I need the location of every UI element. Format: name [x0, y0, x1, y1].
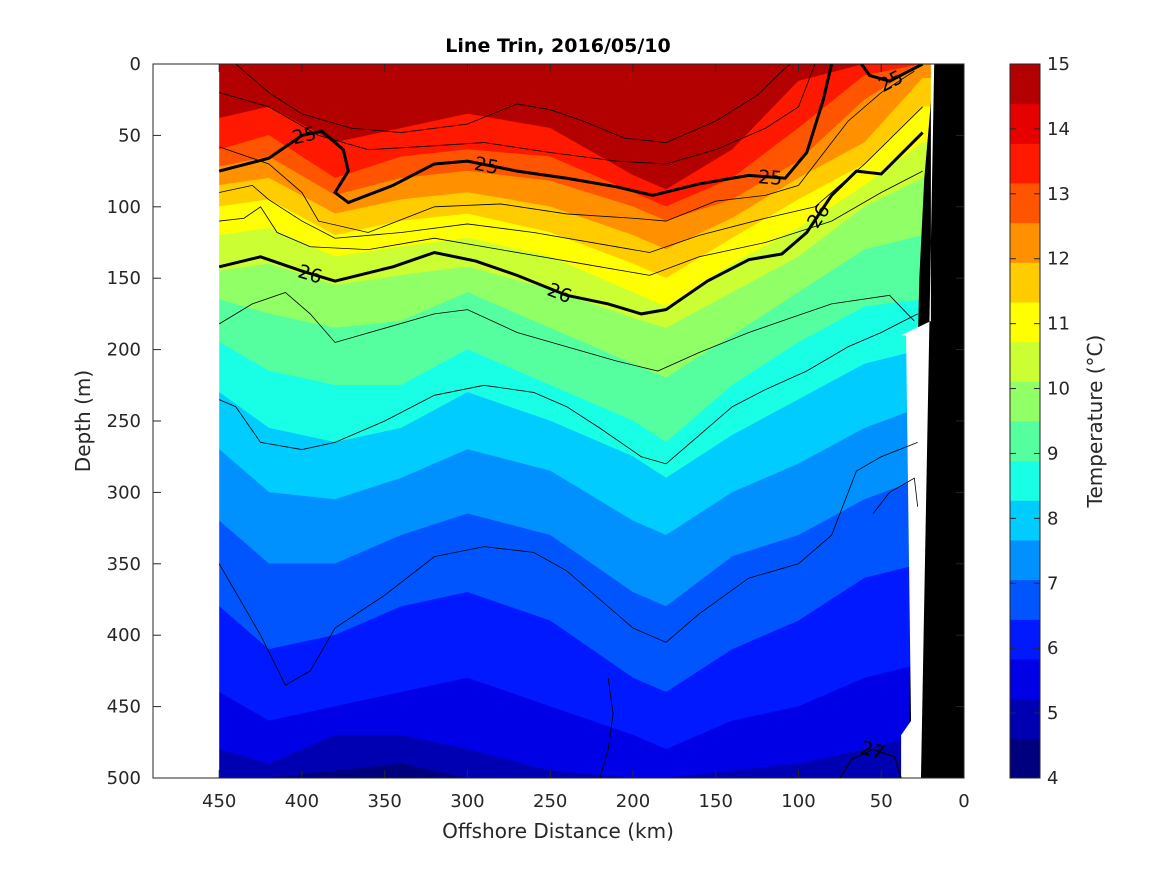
y-axis-label: Depth (m)	[71, 370, 95, 472]
colorbar-tick-label: 12	[1047, 249, 1070, 270]
colorbar-segment	[1010, 579, 1040, 620]
colorbar-segment	[1010, 500, 1040, 541]
colorbar-frame	[1009, 63, 1041, 779]
x-tick-label: 350	[368, 791, 402, 812]
colorbar-segment	[1010, 698, 1040, 739]
thin-contour-line	[235, 64, 791, 143]
colorbar: 15 14 13 12 11 10 9 8 7 6 5 4	[1009, 54, 1070, 789]
x-tick-label: 200	[616, 791, 650, 812]
x-tick-label: 450	[202, 791, 236, 812]
x-tick-label: 100	[781, 791, 815, 812]
thin-contour-line	[872, 477, 919, 515]
contour-label: 25	[290, 123, 318, 150]
colorbar-tick-label: 6	[1047, 638, 1058, 659]
y-tick-label: 200	[107, 340, 141, 361]
colorbar-segment	[1010, 659, 1040, 700]
colorbar-segment	[1010, 302, 1040, 343]
x-tick-label: 150	[699, 791, 733, 812]
colorbar-segment	[1010, 64, 1040, 105]
thin-contour-line	[219, 106, 923, 253]
x-tick-label: 50	[870, 791, 893, 812]
mask-layer	[153, 64, 964, 778]
colorbar-segment	[1010, 460, 1040, 501]
x-tick-label: 400	[285, 791, 319, 812]
colorbar-segment	[1010, 540, 1040, 581]
colorbar-tick-label: 4	[1047, 768, 1058, 789]
thin-contour-line	[599, 677, 614, 778]
colorbar-segment	[1010, 103, 1040, 144]
colorbar-tick-label: 10	[1047, 379, 1070, 400]
y-tick-label: 50	[118, 125, 141, 146]
thin-contour-line	[219, 64, 816, 165]
y-tick-label: 100	[107, 197, 141, 218]
colorbar-segment	[1010, 222, 1040, 263]
colorbar-segment	[1010, 341, 1040, 382]
colorbar-tick-label: 11	[1047, 314, 1070, 335]
x-axis-ticks: 450 400 350 300 250 200 150 100 50 0	[202, 64, 970, 812]
colorbar-segment	[1010, 421, 1040, 462]
y-tick-label: 350	[107, 554, 141, 575]
y-tick-label: 450	[107, 697, 141, 718]
y-tick-label: 300	[107, 482, 141, 503]
no-data-region	[901, 64, 935, 778]
colorbar-segment	[1010, 381, 1040, 422]
thin-contour-line	[218, 292, 915, 372]
colorbar-segment	[1010, 619, 1040, 660]
y-tick-label: 500	[107, 768, 141, 789]
y-tick-label: 150	[107, 268, 141, 289]
temperature-fill-layer	[218, 64, 935, 778]
density-contour-26	[218, 131, 924, 316]
colorbar-tick-label: 7	[1047, 573, 1058, 594]
thin-contour-line	[218, 442, 918, 686]
contour-label: 25	[757, 166, 783, 190]
y-tick-label: 0	[130, 54, 141, 75]
x-tick-label: 250	[533, 791, 567, 812]
colorbar-label: Temperature (°C)	[1083, 335, 1107, 509]
x-axis-label: Offshore Distance (km)	[442, 819, 674, 843]
no-data-region	[153, 64, 220, 778]
thin-contour-line	[219, 70, 915, 233]
y-tick-label: 400	[107, 625, 141, 646]
thin-contour-line	[219, 313, 918, 465]
contour-label: 25	[472, 153, 500, 179]
colorbar-segment	[1010, 262, 1040, 303]
x-tick-label: 300	[450, 791, 484, 812]
density-contour-25	[218, 64, 834, 205]
colorbar-segment	[1010, 183, 1040, 224]
temperature-band	[219, 763, 935, 778]
colorbar-segment	[1010, 738, 1040, 779]
colorbar-tick-label: 9	[1047, 443, 1058, 464]
colorbar-tick-label: 5	[1047, 703, 1058, 724]
chart-title: Line Trin, 2016/05/10	[445, 35, 670, 57]
colorbar-tick-label: 15	[1047, 54, 1070, 75]
x-tick-label: 0	[958, 791, 969, 812]
colorbar-tick-label: 8	[1047, 508, 1058, 529]
y-tick-label: 250	[107, 411, 141, 432]
colorbar-tick-label: 13	[1047, 184, 1070, 205]
y-axis-ticks: 0 50 100 150 200 250 300 350 400 450 500	[107, 54, 964, 789]
colorbar-tick-label: 14	[1047, 119, 1070, 140]
colorbar-segment	[1010, 143, 1040, 184]
density-contour-25	[860, 64, 924, 83]
density-contour-27	[839, 748, 902, 778]
